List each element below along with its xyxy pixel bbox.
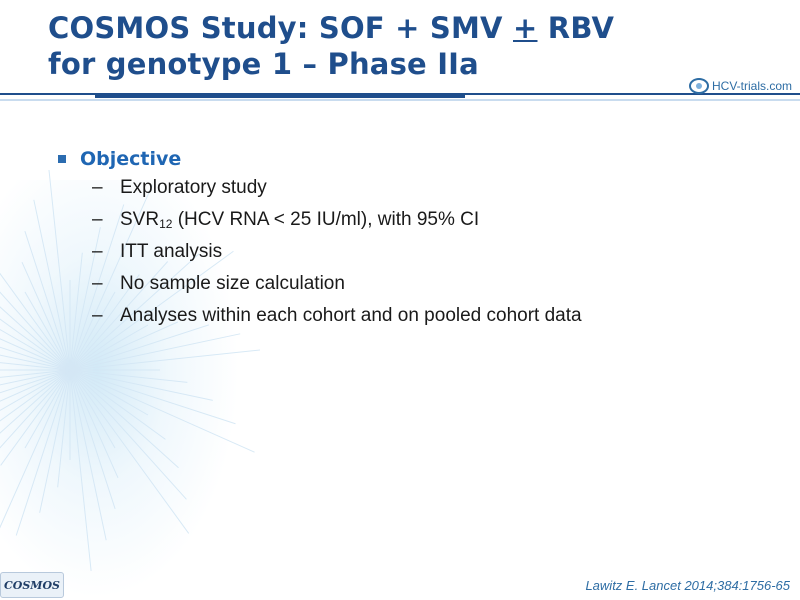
title-line-1-suffix: RBV [537, 11, 615, 45]
burst-ray [57, 369, 71, 488]
burst-ray [69, 369, 255, 453]
burst-ray [24, 230, 71, 371]
svr-subscript: 12 [159, 217, 173, 231]
title-line-1-prefix: COSMOS Study: SOF + SMV [48, 11, 513, 45]
cosmos-tag: COSMOS [0, 572, 64, 598]
burst-ray [0, 369, 71, 394]
logo-swirl-icon [689, 78, 709, 94]
list-item-text: Exploratory study [120, 177, 267, 198]
burst-ray [39, 369, 71, 513]
list-item: – No sample size calculation [92, 273, 778, 305]
title-rule-light [0, 99, 800, 101]
dash-bullet-icon: – [92, 273, 103, 294]
burst-ray [69, 252, 83, 371]
burst-ray [0, 369, 71, 402]
svr-description: (HCV RNA < 25 IU/ml), with 95% CI [172, 209, 480, 230]
burst-ray [69, 369, 188, 383]
dash-bullet-icon: – [92, 305, 103, 326]
burst-ray [69, 333, 241, 371]
title-line-2: for genotype 1 – Phase IIa [48, 47, 479, 81]
burst-ray [69, 274, 140, 371]
burst-ray [0, 338, 71, 371]
dash-bullet-icon: – [92, 241, 103, 262]
burst-ray [24, 291, 71, 371]
burst-ray [69, 369, 187, 500]
burst-ray [0, 318, 71, 371]
list-item: – Analyses within each cohort and on poo… [92, 305, 778, 337]
burst-ray [0, 306, 71, 371]
title-rule-accent [95, 95, 465, 98]
hcv-trials-logo: HCV-trials.com [688, 76, 792, 96]
burst-ray [0, 354, 71, 371]
burst-ray [24, 369, 71, 449]
burst-ray [69, 369, 116, 449]
objective-list: – Exploratory study – SVR12 (HCV RNA < 2… [58, 177, 778, 337]
background-glow [0, 180, 240, 600]
burst-ray [0, 369, 71, 449]
burst-ray [69, 349, 260, 371]
burst-ray [0, 369, 71, 422]
burst-ray [69, 369, 166, 440]
burst-ray [0, 346, 71, 371]
citation: Lawitz E. Lancet 2014;384:1756-65 [585, 578, 790, 593]
burst-ray [69, 369, 213, 401]
list-item: – ITT analysis [92, 241, 778, 273]
burst-ray [69, 369, 149, 416]
burst-ray [0, 369, 71, 434]
list-item: – Exploratory study [92, 177, 778, 209]
title-plus-minus-symbol: + [513, 11, 538, 45]
burst-ray [69, 369, 179, 469]
background-burst-decoration [0, 170, 260, 571]
burst-ray [0, 362, 71, 371]
svr-label: SVR [120, 209, 160, 230]
burst-ray [69, 369, 119, 479]
burst-ray [0, 369, 71, 466]
objective-heading: Objective [58, 145, 778, 173]
burst-ray [21, 261, 71, 371]
burst-ray [69, 369, 92, 571]
burst-ray [69, 261, 169, 371]
slide-title: COSMOS Study: SOF + SMV + RBV for genoty… [48, 10, 748, 82]
burst-ray [69, 369, 190, 534]
burst-ray [15, 369, 71, 536]
burst-ray [69, 324, 149, 371]
burst-ray [33, 199, 71, 371]
burst-ray [69, 321, 179, 371]
burst-ray [69, 185, 153, 371]
burst-ray [0, 329, 71, 371]
square-bullet-icon [58, 155, 66, 163]
burst-ray [69, 253, 200, 371]
title-line-1: COSMOS Study: SOF + SMV + RBV [48, 10, 748, 46]
burst-ray [0, 369, 71, 386]
objective-label: Objective [80, 148, 182, 170]
list-item: – SVR12 (HCV RNA < 25 IU/ml), with 95% C… [92, 209, 778, 241]
burst-ray [0, 291, 71, 371]
burst-ray [69, 250, 234, 371]
dash-bullet-icon: – [92, 209, 103, 230]
list-item-text: No sample size calculation [120, 273, 345, 294]
burst-ray [69, 369, 236, 425]
dash-bullet-icon: – [92, 177, 103, 198]
burst-ray [69, 204, 125, 371]
logo-text: HCV-trials.com [712, 79, 793, 93]
burst-ray [0, 369, 71, 411]
burst-ray [69, 227, 101, 371]
list-item-text: SVR12 (HCV RNA < 25 IU/ml), with 95% CI [120, 209, 479, 231]
title-rule [0, 93, 800, 95]
burst-ray [69, 291, 116, 371]
burst-ray [69, 369, 116, 510]
slide-content: Objective – Exploratory study – SVR12 (H… [58, 145, 778, 337]
burst-ray [69, 324, 210, 371]
burst-ray [0, 369, 71, 378]
burst-ray [0, 369, 71, 529]
burst-ray [69, 369, 107, 541]
list-item-text: Analyses within each cohort and on poole… [120, 305, 582, 326]
burst-ray [0, 272, 71, 371]
burst-ray [48, 170, 71, 371]
list-item-text: ITT analysis [120, 241, 223, 262]
